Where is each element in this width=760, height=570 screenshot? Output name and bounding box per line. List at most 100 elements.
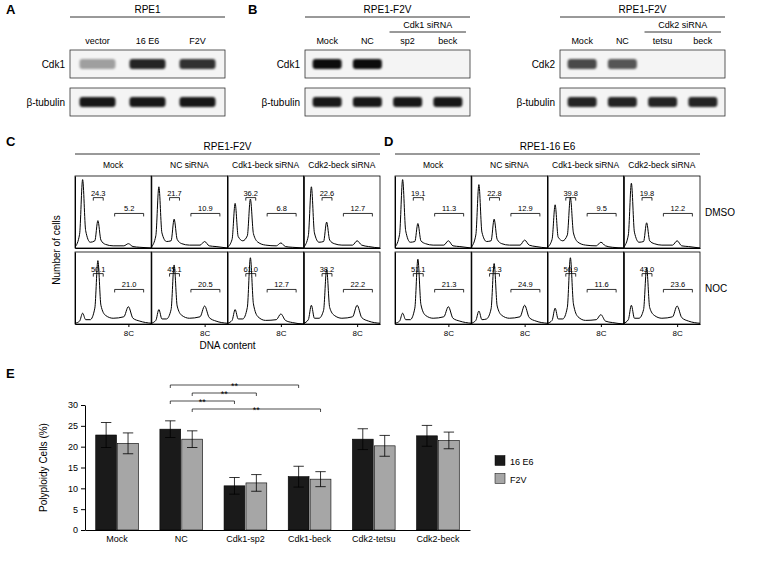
- bar: [160, 429, 181, 530]
- x-axis: [472, 248, 548, 249]
- column-label: Cdk2-beck siRNA: [628, 160, 695, 170]
- column-label: Cdk1-beck siRNA: [232, 160, 299, 170]
- gate: [413, 198, 423, 201]
- band: [433, 59, 462, 69]
- error-bar: [358, 429, 368, 450]
- band: [313, 97, 342, 107]
- error-bar: [123, 433, 133, 454]
- x-axis: [304, 248, 380, 249]
- gate: [642, 198, 652, 201]
- column-label: Mock: [103, 160, 124, 170]
- tick-mark: [81, 468, 85, 469]
- gate: [490, 198, 500, 201]
- gate: [322, 274, 332, 277]
- tick-mark: [677, 324, 678, 327]
- axis-line: [624, 253, 625, 325]
- gate-label: 6.8: [276, 204, 286, 213]
- x-axis: 8C: [304, 324, 380, 338]
- lane-label: tetsu: [653, 36, 673, 46]
- gate: [267, 213, 296, 216]
- gate-label: 23.6: [671, 280, 686, 289]
- axis-line: [395, 253, 396, 325]
- bar: [352, 439, 373, 530]
- histogram-line: [151, 265, 227, 323]
- gate-label: 12.7: [351, 204, 366, 213]
- gate: [115, 213, 144, 216]
- column-label: Mock: [423, 160, 444, 170]
- flow-header: RPE1-16 E6MockNC siRNACdk1-beck siRNACdk…: [395, 141, 700, 170]
- tick-mark: [81, 405, 85, 406]
- blot-title: RPE1-F2V: [364, 4, 412, 15]
- panel-label: D: [384, 134, 393, 149]
- plot-frame: [75, 252, 151, 324]
- gate-label: 21.7: [167, 189, 182, 198]
- column-label: NC siRNA: [490, 160, 529, 170]
- gate-label: 12.7: [274, 280, 289, 289]
- histogram: 8C56.911.6: [548, 252, 625, 338]
- blot: RPE1vector16 E6F2VCdk1β-tubulin: [26, 4, 225, 116]
- histogram-line: [151, 187, 227, 248]
- histogram-line: [395, 259, 471, 323]
- flow-header: RPE1-F2VMockNC siRNACdk1-beck siRNACdk2-…: [75, 141, 380, 170]
- axis-line: [75, 253, 76, 325]
- bar-chart: 051015202530MockNCCdk1-sp2Cdk1-beckCdk2-…: [68, 381, 471, 544]
- y-axis: [304, 253, 305, 325]
- band: [688, 59, 717, 69]
- y-axis: [624, 253, 625, 325]
- lane-label: 16 E6: [136, 36, 160, 46]
- histogram-line: [75, 180, 151, 248]
- x-axis: 8C: [548, 324, 624, 338]
- gate: [343, 213, 372, 216]
- x-axis: [76, 248, 152, 249]
- blot-frame: [70, 50, 225, 78]
- error-bar: [444, 432, 454, 449]
- group-label: Cdk2 siRNA: [658, 20, 707, 30]
- axis-line: [228, 177, 229, 249]
- tick-label: 8C: [276, 329, 286, 338]
- histogram: 8C61.012.7: [228, 252, 305, 338]
- plot-area: [624, 268, 700, 323]
- row-label: NOC: [705, 283, 727, 294]
- tick: 10: [68, 484, 85, 494]
- tick-label: 25: [68, 421, 78, 431]
- axis-line: [228, 248, 304, 249]
- y-axis: [548, 253, 549, 325]
- tick: 8C: [200, 324, 210, 338]
- axis-line: [76, 324, 152, 325]
- blot: RPE1-F2VCdk1 siRNAMockNCsp2beckCdk1β-tub…: [261, 4, 470, 116]
- tick: 15: [68, 463, 85, 473]
- column-label: NC siRNA: [170, 160, 209, 170]
- plot-frame: [151, 176, 227, 248]
- axis-line: [395, 177, 396, 249]
- blot-frame: [305, 50, 470, 78]
- axis-line: [471, 177, 472, 249]
- annotation: **: [199, 397, 207, 407]
- x-axis: MockNCCdk1-sp2Cdk1-beckCdk2-tetsuCdk2-be…: [86, 530, 471, 544]
- tick-mark: [81, 509, 85, 510]
- histogram-line: [395, 180, 471, 248]
- histogram: 19.812.2: [624, 176, 701, 249]
- gate-label: 22.6: [320, 189, 335, 198]
- y-axis: [228, 177, 229, 249]
- x-axis: 8C: [624, 324, 700, 338]
- tick: 8C: [353, 324, 363, 338]
- band: [313, 59, 342, 69]
- x-axis: [152, 248, 228, 249]
- tick-mark: [281, 324, 282, 327]
- gate-label: 38.2: [320, 265, 335, 274]
- plot-frame: [624, 252, 700, 324]
- band: [688, 97, 717, 107]
- error-bar: [380, 435, 390, 456]
- x-axis: 8C: [76, 324, 152, 338]
- lane-label: beck: [693, 36, 713, 46]
- axis-line: [548, 324, 624, 325]
- tick-mark: [81, 488, 85, 489]
- histogram-line: [228, 258, 304, 324]
- tick: 0: [73, 525, 85, 535]
- tick: 8C: [520, 324, 530, 338]
- gate-label: 22.2: [351, 280, 366, 289]
- lane-label: vector: [85, 36, 110, 46]
- gate-label: 19.8: [640, 189, 655, 198]
- y-axis: [151, 177, 152, 249]
- x-axis: 8C: [396, 324, 472, 338]
